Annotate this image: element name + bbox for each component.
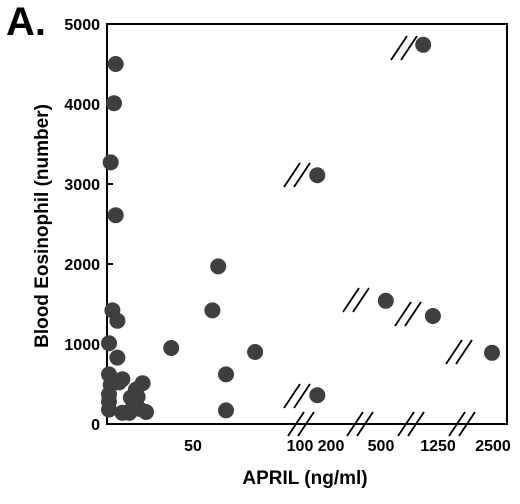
axis-break-mark xyxy=(455,339,473,365)
y-tick-label: 5000 xyxy=(64,17,100,34)
y-tick-labels: 0 1000 2000 3000 4000 5000 xyxy=(64,17,100,434)
axis-break-mark xyxy=(404,301,422,327)
y-tick-label: 0 xyxy=(91,417,100,434)
y-tick-label: 4000 xyxy=(64,97,100,114)
axis-break-mark xyxy=(448,411,466,437)
axis-break-mark xyxy=(346,411,364,437)
data-point xyxy=(309,167,326,184)
data-point xyxy=(106,95,122,112)
data-point xyxy=(101,335,117,352)
data-point xyxy=(109,349,126,366)
data-point xyxy=(424,308,441,324)
axis-break-mark xyxy=(407,411,425,437)
data-point xyxy=(484,344,500,361)
axis-break-mark xyxy=(445,339,463,365)
data-point xyxy=(114,371,131,388)
y-tick-label: 1000 xyxy=(64,337,100,354)
x-tick-label: 50 xyxy=(184,438,202,455)
axis-breaks xyxy=(283,35,476,437)
data-point xyxy=(247,344,264,360)
x-tick-labels: 50 100 200 500 1250 2500 xyxy=(184,438,511,455)
axis-break-mark xyxy=(390,35,408,61)
axis-break-mark xyxy=(397,411,415,437)
data-point xyxy=(102,154,119,171)
x-tick-label: 200 xyxy=(318,438,345,455)
data-point xyxy=(129,388,146,405)
data-point xyxy=(218,366,234,383)
x-tick-label: 1250 xyxy=(420,438,456,455)
data-point xyxy=(109,312,126,329)
axis-break-mark xyxy=(283,162,301,188)
x-tick-label: 2500 xyxy=(475,438,511,455)
x-axis-title: APRIL (ng/ml) xyxy=(242,468,367,489)
data-point xyxy=(218,402,234,419)
data-point xyxy=(210,258,227,275)
axis-break-mark xyxy=(293,383,311,409)
y-axis-title: Blood Eosinophil (number) xyxy=(32,104,53,348)
data-point xyxy=(101,401,117,418)
axis-break-mark xyxy=(293,162,311,188)
axis-break-mark xyxy=(352,287,370,313)
axis-break-mark xyxy=(283,383,301,409)
data-point xyxy=(107,56,124,72)
x-tick-label: 100 xyxy=(287,438,314,455)
axis-break-mark xyxy=(400,35,418,61)
data-points xyxy=(101,36,500,421)
data-point xyxy=(107,207,124,224)
panel-label: A. xyxy=(6,0,46,44)
data-point xyxy=(138,404,154,420)
axis-break-mark xyxy=(458,411,476,437)
y-tick-label: 3000 xyxy=(64,177,100,194)
data-point xyxy=(163,340,180,356)
data-point xyxy=(309,387,326,404)
data-point xyxy=(415,36,432,53)
axis-break-mark xyxy=(342,287,360,313)
axis-break-mark xyxy=(394,301,412,327)
x-tick-label: 500 xyxy=(368,438,395,455)
axis-break-mark xyxy=(356,411,374,437)
axis-break-mark xyxy=(287,411,305,437)
data-point xyxy=(204,302,221,319)
data-point xyxy=(134,375,151,392)
plot-frame xyxy=(106,23,508,425)
data-point xyxy=(377,292,394,309)
axis-break-mark xyxy=(297,411,315,437)
y-tick-label: 2000 xyxy=(64,257,100,274)
